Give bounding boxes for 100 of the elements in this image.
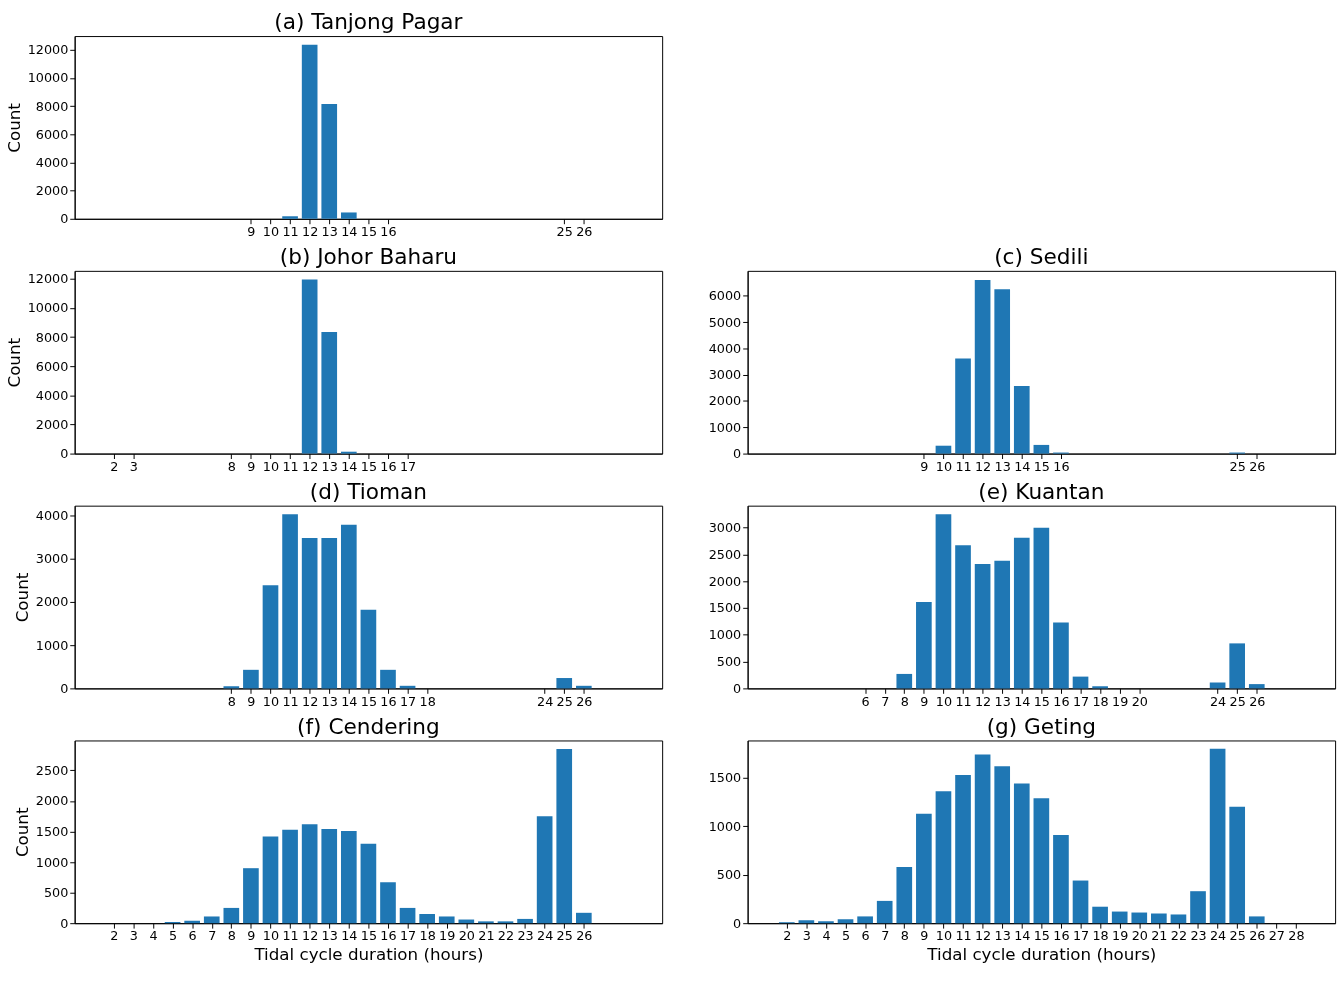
x-tick-label: 15 bbox=[1033, 928, 1050, 944]
y-axis-title: Count bbox=[11, 572, 32, 623]
x-tick-label: 11 bbox=[282, 223, 299, 239]
y-tick-label: 0 bbox=[60, 680, 69, 696]
y-tick-label: 2000 bbox=[708, 393, 742, 409]
y-tick-label: 1000 bbox=[708, 818, 742, 834]
chart-title: (a) Tanjong Pagar bbox=[274, 9, 463, 35]
x-tick-label: 11 bbox=[282, 928, 299, 944]
x-tick-label: 10 bbox=[262, 223, 280, 239]
x-axis-title: Tidal cycle duration (hours) bbox=[926, 944, 1157, 965]
x-tick-label: 11 bbox=[955, 458, 972, 474]
x-tick-label: 21 bbox=[478, 928, 495, 944]
y-axis-title: Count bbox=[3, 102, 24, 153]
x-tick-label: 23 bbox=[1190, 928, 1207, 944]
x-tick-label: 3 bbox=[802, 928, 811, 944]
bar bbox=[837, 919, 854, 924]
bar bbox=[282, 216, 298, 219]
y-tick-label: 3000 bbox=[708, 367, 742, 383]
x-tick-label: 9 bbox=[247, 223, 256, 239]
x-tick-label: 16 bbox=[380, 928, 397, 944]
x-tick-label: 24 bbox=[537, 928, 554, 944]
x-tick-label: 8 bbox=[227, 458, 236, 474]
x-tick-label: 25 bbox=[556, 693, 573, 709]
x-tick-label: 12 bbox=[974, 928, 992, 944]
bar bbox=[380, 882, 396, 924]
x-tick-label: 20 bbox=[1131, 928, 1148, 944]
x-tick-label: 10 bbox=[935, 928, 953, 944]
x-tick-label: 13 bbox=[994, 928, 1011, 944]
x-tick-label: 16 bbox=[380, 223, 397, 239]
y-tick-label: 10000 bbox=[27, 300, 69, 316]
bar bbox=[301, 824, 318, 924]
x-tick-label: 16 bbox=[380, 693, 397, 709]
bar bbox=[1170, 914, 1187, 924]
x-tick-label: 12 bbox=[974, 693, 992, 709]
x-tick-label: 12 bbox=[974, 458, 992, 474]
x-axis-title: Tidal cycle duration (hours) bbox=[253, 944, 484, 965]
y-tick-label: 1000 bbox=[708, 627, 742, 643]
bar bbox=[203, 916, 220, 924]
bar bbox=[321, 538, 338, 689]
x-tick-label: 27 bbox=[1268, 928, 1285, 944]
x-tick-label: 2 bbox=[110, 458, 119, 474]
bar bbox=[974, 754, 991, 924]
x-tick-label: 18 bbox=[419, 928, 436, 944]
x-tick-label: 4 bbox=[149, 928, 158, 944]
y-tick-label: 500 bbox=[716, 654, 742, 670]
y-tick-label: 8000 bbox=[35, 98, 69, 114]
x-tick-label: 26 bbox=[1249, 693, 1266, 709]
x-tick-label: 14 bbox=[341, 458, 358, 474]
x-tick-label: 13 bbox=[994, 458, 1011, 474]
x-tick-label: 15 bbox=[1033, 458, 1050, 474]
bar bbox=[243, 669, 259, 689]
bar bbox=[955, 545, 971, 689]
y-tick-label: 2000 bbox=[35, 183, 69, 199]
x-tick-label: 26 bbox=[1249, 458, 1266, 474]
bar bbox=[556, 678, 573, 689]
y-tick-label: 2000 bbox=[35, 793, 69, 809]
x-tick-label: 20 bbox=[1131, 693, 1148, 709]
x-tick-label: 19 bbox=[439, 928, 456, 944]
x-tick-label: 16 bbox=[380, 458, 397, 474]
y-tick-label: 8000 bbox=[35, 329, 69, 345]
x-tick-label: 16 bbox=[1053, 458, 1070, 474]
x-tick-label: 17 bbox=[1072, 928, 1090, 944]
y-tick-label: 12000 bbox=[27, 42, 69, 58]
bar bbox=[282, 829, 298, 924]
bar bbox=[360, 609, 377, 689]
chart-title: (c) Sedili bbox=[994, 243, 1089, 269]
bar bbox=[935, 445, 952, 454]
x-tick-label: 10 bbox=[935, 693, 953, 709]
x-tick-label: 9 bbox=[920, 458, 929, 474]
x-tick-label: 14 bbox=[341, 928, 358, 944]
x-tick-label: 25 bbox=[556, 223, 573, 239]
bar bbox=[935, 514, 952, 689]
bar bbox=[262, 836, 279, 924]
y-tick-label: 500 bbox=[43, 885, 69, 901]
bar bbox=[896, 866, 913, 924]
bar bbox=[1209, 748, 1226, 924]
x-tick-label: 8 bbox=[227, 928, 236, 944]
bar bbox=[1248, 916, 1265, 924]
y-tick-label: 0 bbox=[733, 446, 742, 462]
y-tick-label: 0 bbox=[733, 680, 742, 696]
x-tick-label: 8 bbox=[900, 693, 909, 709]
y-tick-label: 0 bbox=[60, 211, 69, 227]
bar bbox=[974, 280, 991, 454]
y-tick-label: 4000 bbox=[35, 387, 69, 403]
y-tick-label: 0 bbox=[733, 915, 742, 931]
x-tick-label: 14 bbox=[1014, 928, 1031, 944]
x-tick-label: 6 bbox=[861, 693, 870, 709]
x-tick-label: 26 bbox=[576, 693, 593, 709]
bar bbox=[1053, 834, 1069, 924]
x-tick-label: 26 bbox=[576, 223, 593, 239]
x-tick-label: 10 bbox=[262, 928, 280, 944]
x-tick-label: 19 bbox=[1112, 693, 1129, 709]
bar bbox=[1092, 906, 1108, 924]
x-tick-label: 20 bbox=[458, 928, 475, 944]
x-tick-label: 25 bbox=[1229, 693, 1246, 709]
bar bbox=[1013, 783, 1030, 924]
bar bbox=[223, 907, 240, 924]
x-tick-label: 19 bbox=[1112, 928, 1129, 944]
x-tick-label: 12 bbox=[302, 458, 319, 474]
bar bbox=[935, 791, 952, 924]
